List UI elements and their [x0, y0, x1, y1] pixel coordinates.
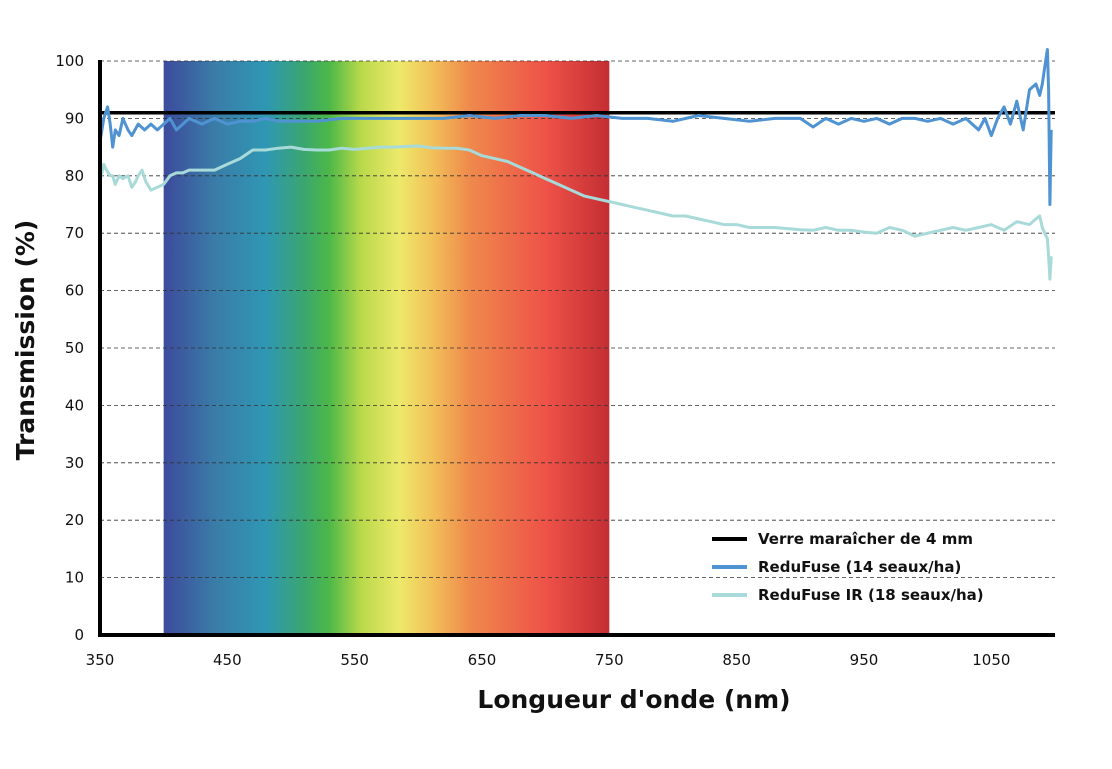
x-tick-label: 450: [213, 651, 242, 669]
legend-label: ReduFuse IR (18 seaux/ha): [758, 586, 984, 604]
y-axis-title: Transmission (%): [11, 220, 40, 461]
axes: [98, 60, 1055, 637]
x-tick-label: 750: [595, 651, 624, 669]
legend-label: Verre maraîcher de 4 mm: [758, 530, 973, 548]
data-series: [98, 48, 1055, 281]
y-tick-label: 90: [65, 109, 84, 127]
y-tick-label: 20: [65, 511, 84, 529]
x-tick-label: 950: [850, 651, 879, 669]
series-line: [98, 48, 1053, 206]
x-tick-label: 850: [722, 651, 751, 669]
x-tick-label: 550: [340, 651, 369, 669]
tick-labels: 0 10 20 30 40 50 60 70 80 90 100 350 450 550 650 750 850…: [55, 52, 1010, 669]
y-tick-label: 30: [65, 454, 84, 472]
x-tick-label: 650: [468, 651, 497, 669]
legend-label: ReduFuse (14 seaux/ha): [758, 558, 961, 576]
x-tick-label: 1050: [972, 651, 1010, 669]
y-tick-label: 60: [65, 282, 84, 300]
y-tick-label: 70: [65, 224, 84, 242]
x-tick-label: 350: [86, 651, 115, 669]
legend: Verre maraîcher de 4 mm ReduFuse (14 seau…: [712, 530, 984, 604]
y-tick-label: 10: [65, 569, 84, 587]
y-tick-label: 50: [65, 339, 84, 357]
y-tick-label: 40: [65, 396, 84, 414]
y-tick-label: 100: [55, 52, 84, 70]
x-axis-title: Longueur d'onde (nm): [477, 685, 790, 714]
series-line: [98, 144, 1053, 281]
y-tick-label: 80: [65, 167, 84, 185]
y-tick-label: 0: [74, 626, 84, 644]
